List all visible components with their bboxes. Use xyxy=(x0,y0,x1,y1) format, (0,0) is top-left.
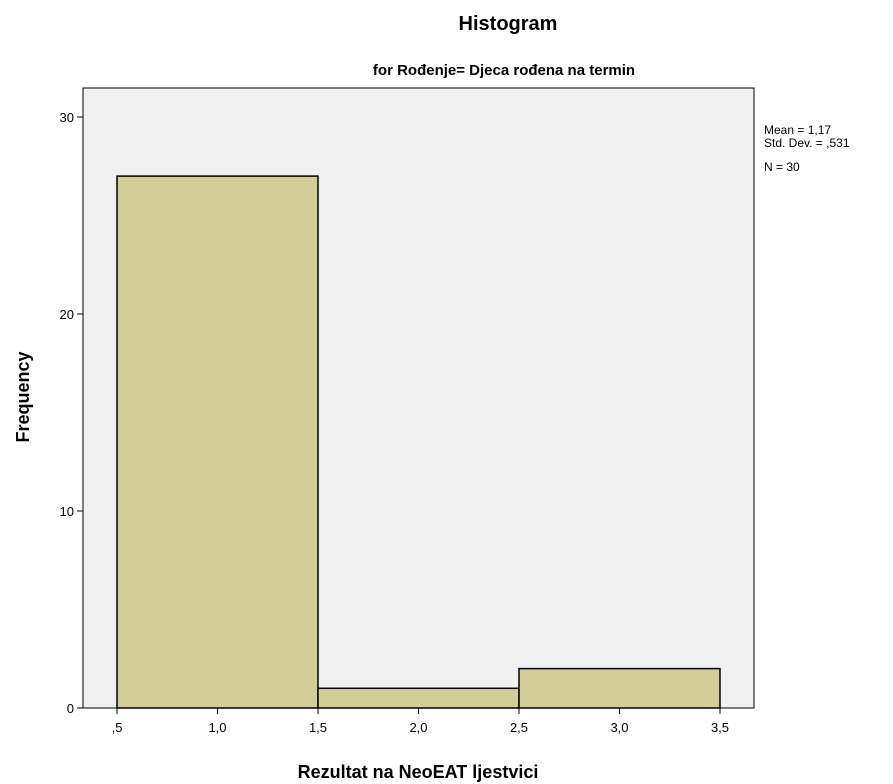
stats-n: N = 30 xyxy=(764,160,800,174)
stats-box: Mean = 1,17 Std. Dev. = ,531 N = 30 xyxy=(764,123,850,174)
chart-title: Histogram xyxy=(459,13,558,35)
x-tick-label: 1,5 xyxy=(309,720,327,735)
x-tick-label: 3,5 xyxy=(711,720,729,735)
y-tick-label: 20 xyxy=(60,307,74,322)
x-axis-ticks: ,5 1,0 1,5 2,0 2,5 3,0 3,5 xyxy=(112,708,729,735)
histogram-bar-2 xyxy=(317,687,520,709)
bars-group xyxy=(116,175,721,709)
histogram-bar-1 xyxy=(116,175,319,709)
x-tick-label: 1,0 xyxy=(208,720,226,735)
stats-mean: Mean = 1,17 xyxy=(764,123,831,137)
x-tick-label: 3,0 xyxy=(610,720,628,735)
x-tick-label: ,5 xyxy=(112,720,123,735)
x-tick-label: 2,0 xyxy=(409,720,427,735)
x-axis-title: Rezultat na NeoEAT ljestvici xyxy=(298,762,539,782)
y-tick-label: 10 xyxy=(60,504,74,519)
chart-subtitle: for Rođenje= Djeca rođena na termin xyxy=(373,62,635,79)
stats-std-dev: Std. Dev. = ,531 xyxy=(764,136,850,150)
y-tick-label: 0 xyxy=(67,701,74,716)
y-axis-title: Frequency xyxy=(13,351,33,442)
x-tick-label: 2,5 xyxy=(510,720,528,735)
histogram-bar-3 xyxy=(518,667,721,709)
y-axis-ticks: 0 10 20 30 xyxy=(60,110,83,716)
y-tick-label: 30 xyxy=(60,110,74,125)
